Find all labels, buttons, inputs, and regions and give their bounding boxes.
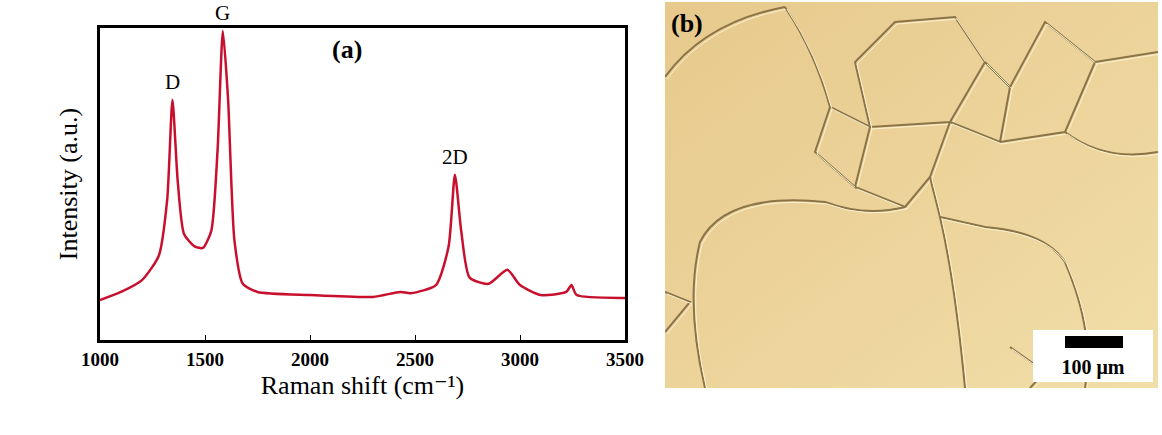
svg-text:3000: 3000 <box>501 349 539 370</box>
svg-text:2500: 2500 <box>396 349 434 370</box>
svg-text:3500: 3500 <box>606 349 644 370</box>
svg-text:2000: 2000 <box>291 349 329 370</box>
svg-text:1000: 1000 <box>81 349 119 370</box>
svg-text:(b): (b) <box>671 9 703 38</box>
svg-text:100 μm: 100 μm <box>1062 356 1125 379</box>
svg-text:1500: 1500 <box>186 349 224 370</box>
svg-text:Raman shift (cm⁻¹): Raman shift (cm⁻¹) <box>261 371 464 400</box>
svg-text:2D: 2D <box>442 145 468 169</box>
svg-text:(a): (a) <box>332 35 362 64</box>
svg-text:G: G <box>215 1 230 25</box>
svg-text:Intensity (a.u.): Intensity (a.u.) <box>54 108 83 260</box>
svg-text:D: D <box>165 70 180 94</box>
